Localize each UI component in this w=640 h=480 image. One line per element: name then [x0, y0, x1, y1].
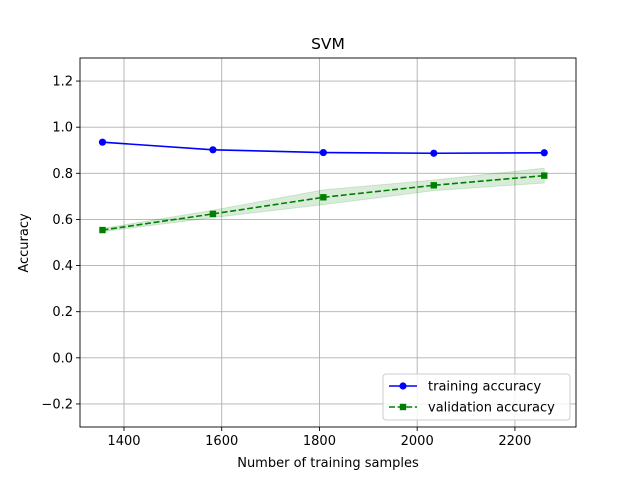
data-point: [319, 148, 327, 157]
y-tick-label: 0.6: [52, 213, 73, 228]
x-axis-label: Number of training samples: [237, 456, 419, 471]
x-tick-label: 1800: [303, 434, 336, 449]
data-point: [430, 182, 437, 189]
y-tick-label: 0.2: [52, 305, 73, 320]
y-tick-label: 1.2: [52, 75, 73, 90]
data-point: [98, 138, 107, 146]
x-tick-label: 1600: [205, 434, 238, 449]
grid-lines: [80, 58, 576, 427]
data-point: [209, 210, 217, 218]
y-axis-label: Accuracy: [17, 213, 32, 273]
x-tick-label: 2200: [498, 434, 531, 449]
data-point: [540, 149, 548, 157]
data-point: [320, 194, 327, 201]
y-tick-label: 1.0: [52, 121, 73, 136]
x-tick-label: 1400: [107, 434, 140, 449]
legend-label: training accuracy: [428, 380, 541, 395]
chart-title: SVM: [311, 35, 345, 53]
series-line: [102, 174, 545, 231]
y-tick-label: 0.4: [52, 259, 73, 274]
legend-marker: [399, 382, 407, 390]
plot-frame: [79, 57, 577, 428]
axis-ticks: 1400 1600 1800 2000 2200 −0.2 0.0 0.2 0.4 0.6 0.8 1…: [41, 75, 531, 449]
y-tick-label: 0.8: [52, 167, 73, 182]
x-tick-label: 2000: [401, 434, 434, 449]
data-point: [209, 146, 217, 154]
data-point: [430, 149, 438, 157]
legend: training accuracy validation accuracy: [382, 373, 571, 421]
legend-label: validation accuracy: [428, 401, 555, 416]
y-tick-label: −0.2: [41, 397, 73, 412]
series-lines: [98, 138, 548, 234]
legend-box: [382, 373, 571, 421]
legend-marker: [399, 403, 407, 411]
y-tick-label: 0.0: [52, 351, 73, 366]
data-point: [541, 172, 548, 179]
data-point: [99, 226, 106, 234]
